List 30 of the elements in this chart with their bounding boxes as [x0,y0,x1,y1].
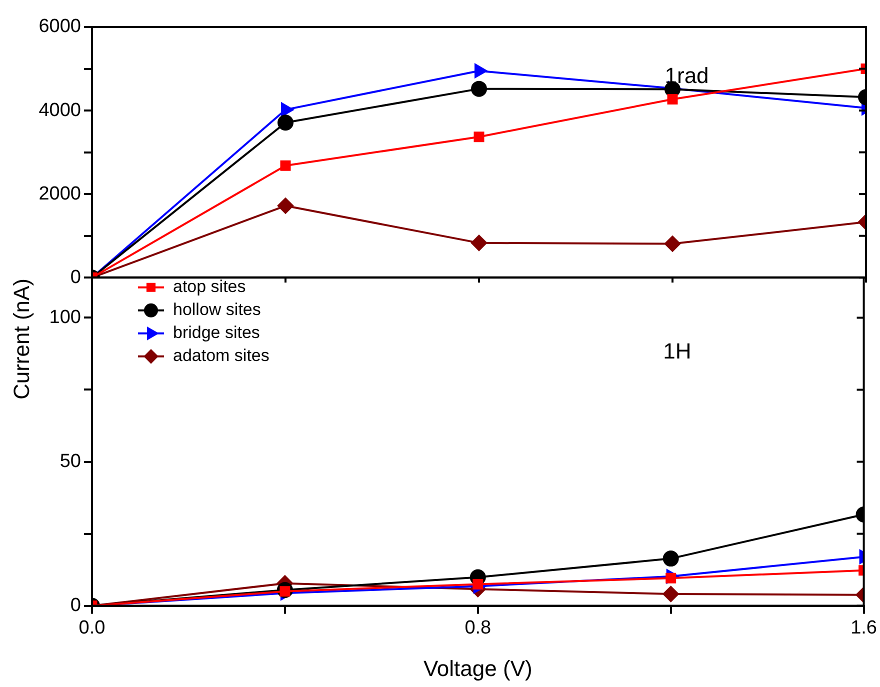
y-tick-label: 4000 [38,100,81,121]
x-tick-label: 0.8 [464,617,492,638]
x-tick-label: 1.6 [850,617,878,638]
point [667,94,678,104]
point [662,586,679,602]
legend-label: adatom sites [173,346,270,366]
point [472,578,484,590]
point [278,198,294,214]
x-axis-title: Voltage (V) [423,656,532,681]
point [664,236,680,252]
y-tick-label: 100 [49,306,81,328]
legend-label: hollow sites [173,300,261,320]
legend-label: atop sites [173,277,246,296]
point [281,102,294,117]
x-tick-label: 0.0 [78,617,106,638]
y-tick-label: 2000 [38,183,81,204]
y-tick-label: 6000 [38,16,81,38]
y-tick-label: 0 [70,595,81,616]
point [471,80,487,97]
point [280,160,291,171]
point [471,234,487,251]
point [662,550,679,567]
point [278,114,294,131]
annotation: 1H [663,338,692,364]
y-tick-label: 50 [60,451,81,472]
point [474,132,484,142]
y-axis-title: Current (nA) [9,277,35,402]
y-tick-label: 0 [70,266,81,288]
annotation: 1rad [664,63,709,88]
legend-label: bridge sites [173,323,260,342]
